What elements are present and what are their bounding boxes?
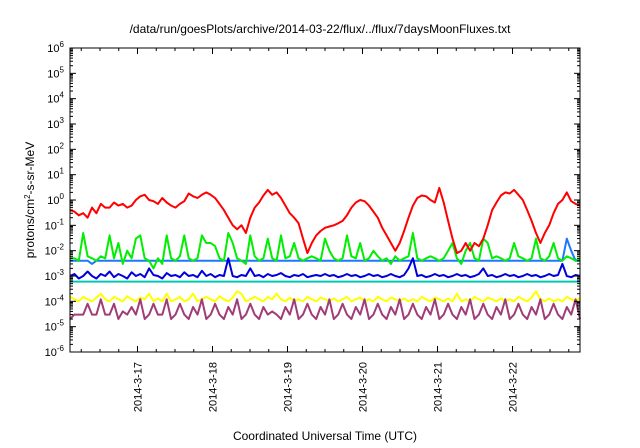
- y-tick-label: 10-6: [45, 344, 65, 359]
- y-tick-label: 105: [47, 65, 64, 80]
- x-tick-label: 2014-3-20: [358, 362, 370, 412]
- series-line-6: [69, 298, 581, 320]
- plot-frame: [69, 47, 581, 353]
- y-tick-label: 10-5: [45, 319, 65, 334]
- x-tick-label: 2014-3-21: [433, 362, 445, 412]
- y-tick-label: 10-1: [45, 217, 65, 232]
- series-line-1: [70, 232, 581, 270]
- x-tick-label: 2014-3-18: [208, 362, 220, 412]
- x-tick-label: 2014-3-19: [283, 362, 295, 412]
- y-tick-label: 103: [47, 116, 64, 131]
- y-tick-label: 104: [47, 91, 64, 106]
- y-tick-label: 106: [47, 40, 64, 55]
- y-tick-label: 10-2: [45, 243, 65, 258]
- y-tick-label: 102: [47, 141, 64, 156]
- y-tick-label: 10-3: [45, 268, 65, 283]
- series-line-0: [69, 186, 581, 255]
- chart-title: /data/run/goesPlots/archive/2014-03-22/f…: [129, 22, 511, 36]
- x-tick-label: 2014-3-22: [508, 362, 520, 412]
- x-tick-label: 2014-3-17: [133, 362, 145, 412]
- y-tick-label: 100: [47, 192, 64, 207]
- series-line-5: [69, 290, 581, 303]
- y-tick-label: 10-4: [45, 293, 65, 308]
- series-line-2: [70, 237, 580, 265]
- y-tick-label: 101: [47, 167, 64, 182]
- series-layer: [69, 186, 581, 320]
- x-axis-label: Coordinated Universal Time (UTC): [232, 429, 418, 443]
- series-line-3: [69, 257, 581, 280]
- axis-layer: 10-6 10-5 10-4 10-3 10-2 10-1 100 101 102 103 104 1…: [45, 40, 580, 412]
- y-axis-label: protons/cm2-s-sr-MeV: [23, 142, 38, 258]
